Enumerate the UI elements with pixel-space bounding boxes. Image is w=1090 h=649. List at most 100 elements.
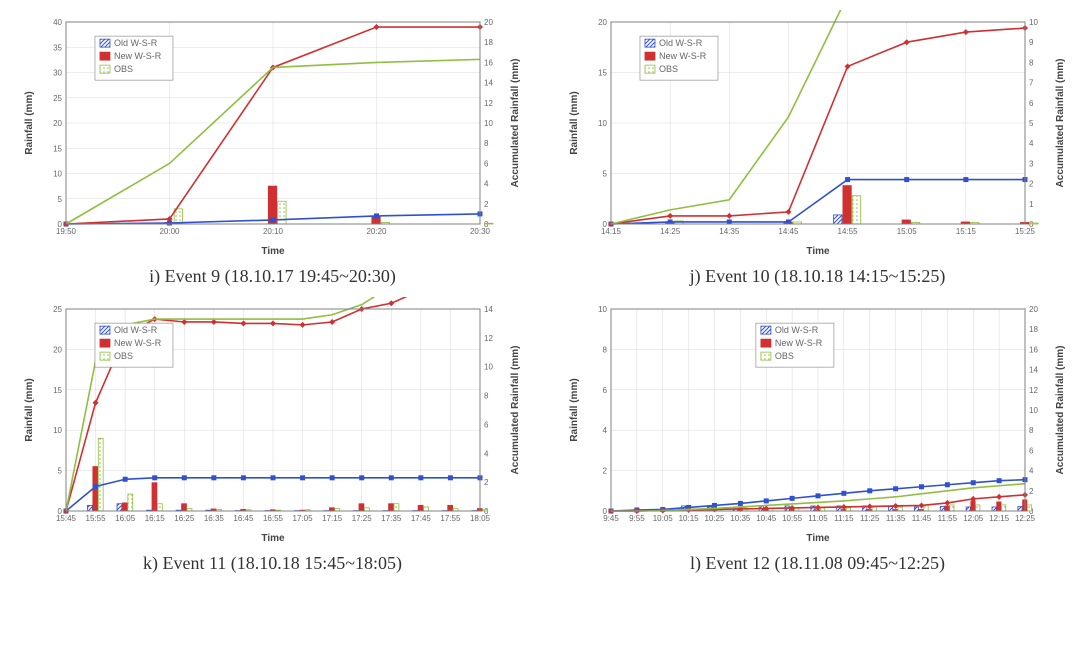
svg-text:New W-S-R: New W-S-R bbox=[113, 338, 161, 348]
svg-text:10: 10 bbox=[484, 119, 493, 128]
svg-text:25: 25 bbox=[53, 94, 62, 103]
svg-text:7: 7 bbox=[1029, 79, 1034, 88]
svg-text:Rainfall (mm): Rainfall (mm) bbox=[24, 378, 35, 441]
svg-text:15: 15 bbox=[53, 386, 62, 395]
svg-text:12:05: 12:05 bbox=[963, 514, 984, 523]
svg-text:18:05: 18:05 bbox=[469, 514, 490, 523]
svg-text:4: 4 bbox=[484, 449, 489, 458]
panel-e11: 05101520250246810121415:4515:5516:0516:1… bbox=[10, 297, 535, 574]
svg-text:2: 2 bbox=[484, 478, 489, 487]
svg-text:14:15: 14:15 bbox=[600, 227, 621, 236]
svg-text:15:55: 15:55 bbox=[85, 514, 106, 523]
svg-text:15: 15 bbox=[53, 144, 62, 153]
svg-text:19:50: 19:50 bbox=[55, 227, 76, 236]
svg-text:20: 20 bbox=[598, 18, 607, 27]
svg-text:8: 8 bbox=[602, 345, 607, 354]
svg-text:10:45: 10:45 bbox=[756, 514, 777, 523]
svg-text:2: 2 bbox=[602, 467, 607, 476]
svg-text:11:25: 11:25 bbox=[860, 514, 880, 523]
svg-text:20:30: 20:30 bbox=[469, 227, 490, 236]
svg-text:16:25: 16:25 bbox=[174, 514, 195, 523]
svg-text:40: 40 bbox=[53, 18, 62, 27]
chart-e10: 0510152001234567891014:1514:2514:3514:45… bbox=[563, 10, 1073, 260]
svg-text:8: 8 bbox=[484, 139, 489, 148]
caption-e11: k) Event 11 (18.10.18 15:45~18:05) bbox=[143, 553, 402, 574]
svg-text:Old W-S-R: Old W-S-R bbox=[113, 325, 157, 335]
svg-text:16:55: 16:55 bbox=[262, 514, 283, 523]
svg-text:17:25: 17:25 bbox=[351, 514, 372, 523]
svg-text:17:55: 17:55 bbox=[440, 514, 461, 523]
svg-text:10: 10 bbox=[1029, 18, 1038, 27]
svg-text:16:05: 16:05 bbox=[115, 514, 136, 523]
svg-text:18: 18 bbox=[484, 38, 493, 47]
caption-e12: l) Event 12 (18.11.08 09:45~12:25) bbox=[690, 553, 945, 574]
svg-text:OBS: OBS bbox=[113, 351, 132, 361]
svg-text:10:15: 10:15 bbox=[678, 514, 699, 523]
svg-text:New W-S-R: New W-S-R bbox=[658, 51, 706, 61]
svg-text:12: 12 bbox=[484, 99, 493, 108]
svg-text:10:35: 10:35 bbox=[730, 514, 751, 523]
caption-e9: i) Event 9 (18.10.17 19:45~20:30) bbox=[149, 266, 396, 287]
panel-grid: 05101520253035400246810121416182019:5020… bbox=[10, 10, 1080, 574]
svg-text:11:35: 11:35 bbox=[885, 514, 905, 523]
svg-text:2: 2 bbox=[1029, 180, 1034, 189]
svg-text:12:25: 12:25 bbox=[1014, 514, 1035, 523]
svg-text:25: 25 bbox=[53, 305, 62, 314]
svg-text:20:00: 20:00 bbox=[159, 227, 180, 236]
svg-text:15:45: 15:45 bbox=[55, 514, 76, 523]
chart-e12: 0246810024681012141618209:459:5510:0510:… bbox=[563, 297, 1073, 547]
svg-text:18: 18 bbox=[1029, 325, 1038, 334]
svg-text:16:45: 16:45 bbox=[233, 514, 254, 523]
svg-text:10:25: 10:25 bbox=[704, 514, 725, 523]
svg-text:4: 4 bbox=[1029, 467, 1034, 476]
svg-text:6: 6 bbox=[484, 420, 489, 429]
panel-e12: 0246810024681012141618209:459:5510:0510:… bbox=[555, 297, 1080, 574]
svg-text:Time: Time bbox=[261, 533, 285, 544]
svg-text:17:15: 17:15 bbox=[322, 514, 343, 523]
svg-text:9: 9 bbox=[1029, 38, 1034, 47]
svg-text:1: 1 bbox=[1029, 200, 1034, 209]
svg-text:16:15: 16:15 bbox=[144, 514, 165, 523]
svg-text:11:05: 11:05 bbox=[808, 514, 828, 523]
svg-text:14: 14 bbox=[484, 305, 493, 314]
svg-text:30: 30 bbox=[53, 69, 62, 78]
svg-text:6: 6 bbox=[602, 386, 607, 395]
svg-text:Time: Time bbox=[806, 246, 830, 257]
svg-text:8: 8 bbox=[1029, 426, 1034, 435]
svg-text:Old W-S-R: Old W-S-R bbox=[774, 325, 818, 335]
svg-text:16: 16 bbox=[1029, 345, 1038, 354]
svg-text:14:55: 14:55 bbox=[837, 227, 858, 236]
svg-text:OBS: OBS bbox=[658, 64, 677, 74]
svg-text:10: 10 bbox=[598, 305, 607, 314]
panel-e10: 0510152001234567891014:1514:2514:3514:45… bbox=[555, 10, 1080, 287]
svg-text:Time: Time bbox=[261, 246, 285, 257]
svg-text:16: 16 bbox=[484, 58, 493, 67]
svg-text:8: 8 bbox=[1029, 58, 1034, 67]
svg-text:10: 10 bbox=[53, 170, 62, 179]
svg-text:3: 3 bbox=[1029, 159, 1034, 168]
svg-text:Accumulated Rainfall (mm): Accumulated Rainfall (mm) bbox=[510, 346, 521, 475]
svg-text:5: 5 bbox=[602, 170, 607, 179]
svg-text:11:15: 11:15 bbox=[834, 514, 854, 523]
svg-text:9:55: 9:55 bbox=[629, 514, 645, 523]
svg-text:12: 12 bbox=[1029, 386, 1038, 395]
svg-text:12:15: 12:15 bbox=[989, 514, 1010, 523]
svg-text:Time: Time bbox=[806, 533, 830, 544]
svg-text:11:45: 11:45 bbox=[911, 514, 931, 523]
svg-text:20:20: 20:20 bbox=[366, 227, 387, 236]
svg-text:15:05: 15:05 bbox=[896, 227, 917, 236]
svg-text:Accumulated Rainfall (mm): Accumulated Rainfall (mm) bbox=[1055, 346, 1066, 475]
svg-text:15: 15 bbox=[598, 69, 607, 78]
svg-text:20: 20 bbox=[1029, 305, 1038, 314]
svg-text:15:15: 15:15 bbox=[955, 227, 976, 236]
svg-text:Old W-S-R: Old W-S-R bbox=[113, 38, 157, 48]
chart-e9: 05101520253035400246810121416182019:5020… bbox=[18, 10, 528, 260]
svg-text:5: 5 bbox=[57, 467, 62, 476]
caption-e10: j) Event 10 (18.10.18 14:15~15:25) bbox=[690, 266, 946, 287]
svg-text:New W-S-R: New W-S-R bbox=[774, 338, 822, 348]
svg-text:14: 14 bbox=[1029, 366, 1038, 375]
svg-text:6: 6 bbox=[484, 159, 489, 168]
svg-text:10:55: 10:55 bbox=[782, 514, 803, 523]
svg-text:Accumulated Rainfall (mm): Accumulated Rainfall (mm) bbox=[510, 59, 521, 188]
svg-text:5: 5 bbox=[1029, 119, 1034, 128]
